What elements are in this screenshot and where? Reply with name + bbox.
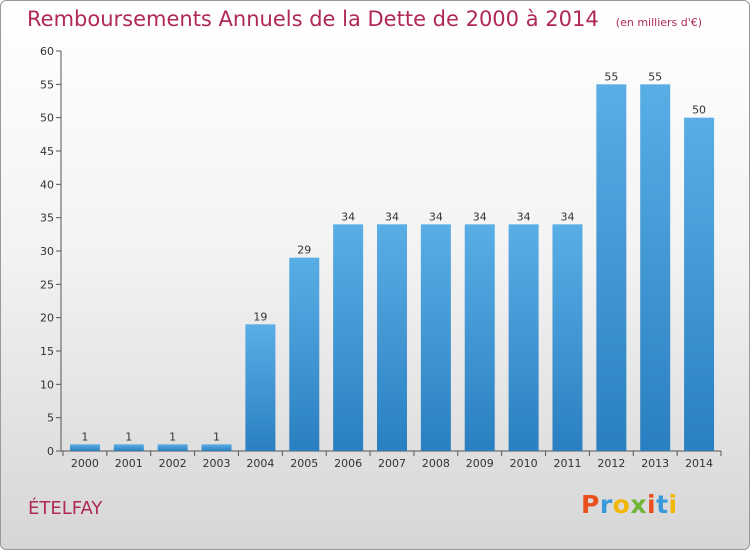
x-tick-label-2005: 2005 [290, 457, 318, 470]
bar-2005 [289, 257, 320, 451]
chart-subtitle: (en milliers d'€) [615, 16, 703, 29]
bar-2003 [201, 444, 232, 451]
title-line: Remboursements Annuels de la Dette de 20… [27, 7, 702, 31]
axes: 0 5 10 15 20 25 30 35 40 45 50 55 60 2000 2001 2002 2003… [40, 45, 722, 470]
x-tick-label-2004: 2004 [246, 457, 274, 470]
x-tick-label-2009: 2009 [466, 457, 494, 470]
bar-2010 [508, 224, 539, 451]
data-label-2006: 34 [341, 210, 355, 223]
y-tick-label: 0 [47, 445, 54, 458]
x-tick-label-2000: 2000 [71, 457, 99, 470]
x-tick-label-2013: 2013 [641, 457, 669, 470]
x-tick-label-2012: 2012 [597, 457, 625, 470]
bar-2000 [69, 444, 100, 451]
place-name: ÉTELFAY [28, 498, 103, 519]
x-tick-label-2006: 2006 [334, 457, 362, 470]
data-label-2005: 29 [297, 244, 311, 257]
bar-2009 [464, 224, 495, 451]
y-tick-label: 55 [40, 78, 54, 91]
data-label-2014: 50 [692, 104, 706, 117]
data-label-2011: 34 [560, 210, 574, 223]
logo-letter: i [647, 490, 657, 519]
data-label-2008: 34 [429, 210, 443, 223]
y-tick-label: 40 [40, 178, 54, 191]
x-tick-label-2007: 2007 [378, 457, 406, 470]
data-label-2004: 19 [253, 310, 267, 323]
y-tick-label: 25 [40, 278, 54, 291]
data-label-2007: 34 [385, 210, 399, 223]
y-tick-label: 50 [40, 112, 54, 125]
y-tick-label: 35 [40, 212, 54, 225]
data-label-2012: 55 [604, 70, 618, 83]
bar-2012 [596, 84, 627, 451]
x-tick-label-2008: 2008 [422, 457, 450, 470]
chart-title: Remboursements Annuels de la Dette de 20… [27, 7, 599, 31]
y-tick-label: 10 [40, 378, 54, 391]
x-tick-label-2010: 2010 [510, 457, 538, 470]
bar-2001 [113, 444, 144, 451]
x-tick-label-2011: 2011 [553, 457, 581, 470]
x-tick-label-2001: 2001 [115, 457, 143, 470]
bar-2007 [377, 224, 407, 451]
bar-2011 [552, 224, 583, 451]
logo-letter: o [612, 490, 631, 519]
bar-2013 [640, 84, 671, 451]
y-tick-label: 45 [40, 145, 54, 158]
data-label-2003: 1 [213, 430, 220, 443]
x-tick-label-2003: 2003 [203, 457, 231, 470]
bar-2006 [333, 224, 364, 451]
bar-2004 [245, 324, 276, 451]
bar-2002 [157, 444, 188, 451]
x-tick-label-2014: 2014 [685, 457, 713, 470]
data-label-2000: 1 [81, 430, 88, 443]
logo-letter: i [668, 490, 678, 519]
y-tick-label: 30 [40, 245, 54, 258]
y-tick-label: 5 [47, 412, 54, 425]
data-label-2009: 34 [473, 210, 487, 223]
bar-2014 [684, 117, 715, 452]
y-tick-label: 20 [40, 312, 54, 325]
y-tick-label: 15 [40, 345, 54, 358]
logo-letter: r [599, 490, 613, 519]
data-label-2002: 1 [169, 430, 176, 443]
data-label-2010: 34 [517, 210, 531, 223]
logo-letter: x [630, 490, 647, 519]
logo-letter: t [656, 490, 669, 519]
y-tick-label: 60 [40, 45, 54, 58]
x-tick-label-2002: 2002 [159, 457, 187, 470]
logo-letter: P [581, 490, 600, 519]
bar-2008 [420, 224, 451, 451]
data-label-2001: 1 [125, 430, 132, 443]
data-label-2013: 55 [648, 70, 662, 83]
bars: 1 1 1 1 19 29 34 34 34 34 34 34 55 55 50 [69, 70, 715, 452]
proxiti-logo[interactable]: Proxiti [581, 490, 678, 519]
